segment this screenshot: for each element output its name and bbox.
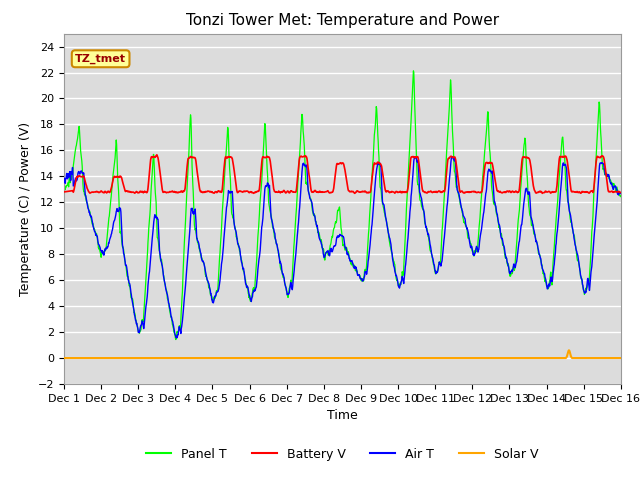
Solar V: [502, 355, 509, 361]
Solar V: [246, 355, 254, 361]
Air T: [502, 255, 510, 261]
Panel T: [60, 182, 68, 188]
Text: TZ_tmet: TZ_tmet: [75, 54, 126, 64]
Air T: [184, 248, 192, 254]
Air T: [552, 249, 559, 255]
X-axis label: Time: Time: [327, 409, 358, 422]
Line: Battery V: Battery V: [64, 155, 621, 193]
Panel T: [246, 299, 254, 304]
Panel T: [172, 336, 180, 342]
Panel T: [184, 163, 192, 169]
Panel T: [617, 193, 625, 199]
Panel T: [502, 254, 510, 260]
Line: Solar V: Solar V: [64, 350, 621, 358]
Air T: [617, 191, 625, 196]
Battery V: [153, 152, 161, 158]
Solar V: [170, 355, 178, 361]
Air T: [173, 335, 181, 341]
Battery V: [246, 189, 254, 195]
Solar V: [551, 355, 559, 361]
Battery V: [502, 190, 509, 195]
Battery V: [184, 156, 192, 161]
Legend: Panel T, Battery V, Air T, Solar V: Panel T, Battery V, Air T, Solar V: [141, 443, 544, 466]
Line: Air T: Air T: [64, 156, 621, 338]
Solar V: [60, 355, 68, 361]
Battery V: [171, 189, 179, 195]
Line: Panel T: Panel T: [64, 71, 621, 339]
Panel T: [170, 330, 178, 336]
Battery V: [617, 190, 625, 195]
Battery V: [60, 189, 68, 195]
Solar V: [617, 355, 625, 361]
Air T: [246, 296, 254, 302]
Battery V: [538, 191, 546, 196]
Air T: [60, 178, 68, 184]
Air T: [170, 327, 178, 333]
Solar V: [565, 348, 573, 353]
Solar V: [429, 355, 436, 361]
Air T: [429, 259, 437, 265]
Y-axis label: Temperature (C) / Power (V): Temperature (C) / Power (V): [19, 122, 32, 296]
Air T: [411, 154, 419, 159]
Panel T: [552, 227, 559, 232]
Panel T: [410, 68, 417, 74]
Battery V: [552, 189, 559, 195]
Panel T: [429, 262, 437, 268]
Title: Tonzi Tower Met: Temperature and Power: Tonzi Tower Met: Temperature and Power: [186, 13, 499, 28]
Solar V: [184, 355, 191, 361]
Battery V: [429, 189, 437, 195]
